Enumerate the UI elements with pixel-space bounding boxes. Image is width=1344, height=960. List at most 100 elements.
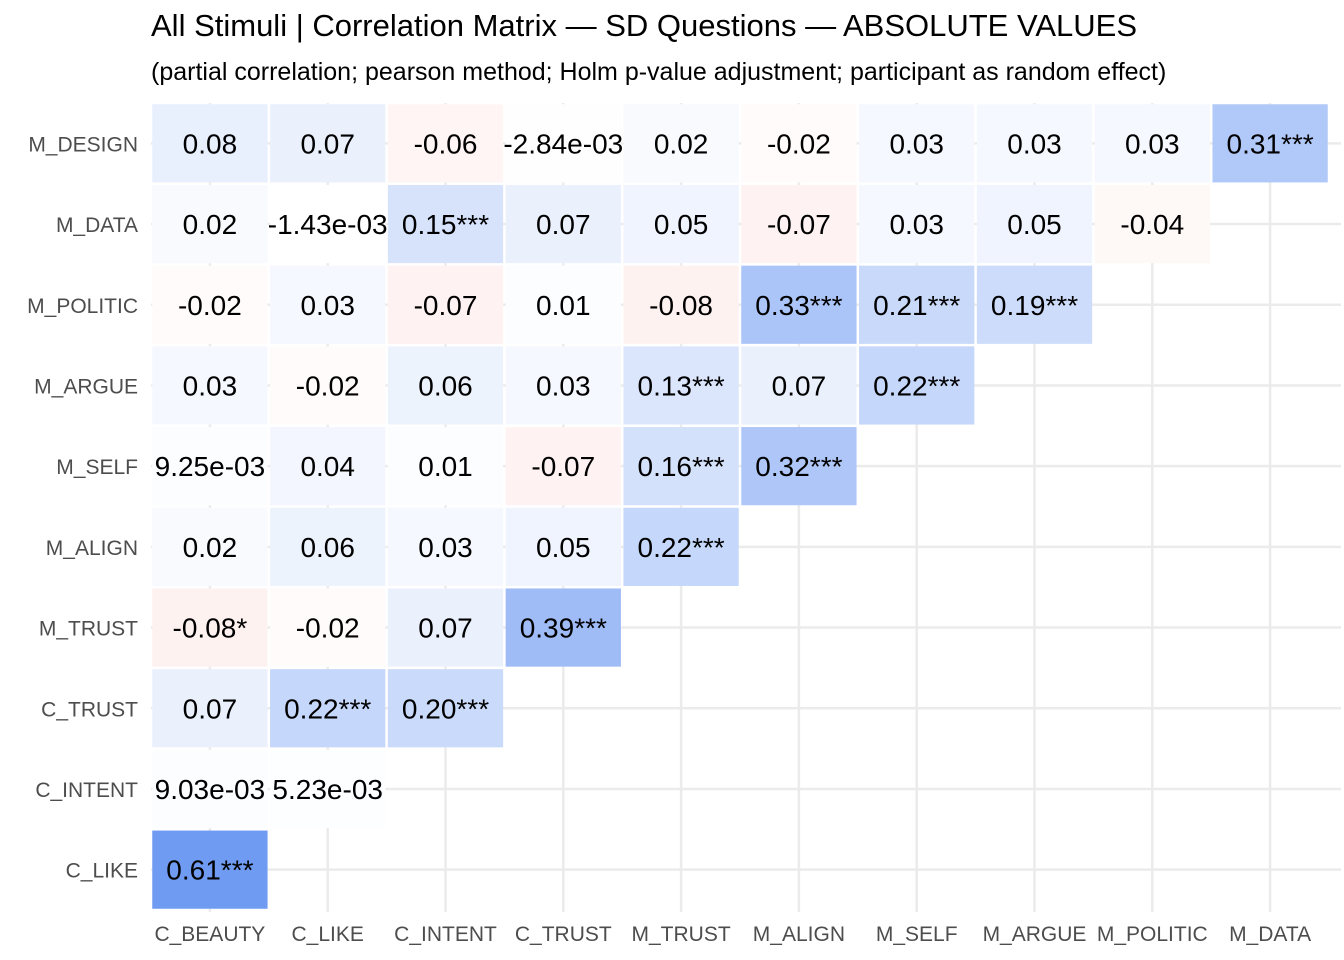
cell-c-intent-c-beauty [152,749,268,829]
cell-m-trust-c-trust [505,588,621,667]
cell-m-politic-c-like [270,265,386,344]
cell-m-politic-m-align [741,265,857,344]
cell-c-trust-c-like [270,669,386,748]
cell-m-design-m-trust [623,104,739,183]
cell-m-data-m-align-label: -0.07 [767,209,831,240]
chart-subtitle: (partial correlation; pearson method; Ho… [151,58,1167,86]
cell-m-politic-m-argue [976,265,1093,344]
y-tick-label-m-trust: M_TRUST [39,618,138,641]
cell-m-data-c-like [270,184,386,264]
cell-m-argue-c-trust-label: 0.03 [536,370,591,401]
cell-m-politic-c-intent [387,265,504,344]
cell-c-trust-c-intent [387,669,504,748]
cell-m-data-c-like-label: -1.43e-03 [268,209,388,240]
cell-m-align-c-beauty [152,507,268,586]
cell-m-argue-c-like-label: -0.02 [296,370,360,401]
cell-m-design-c-intent [387,104,504,183]
cell-m-data-m-align [741,184,857,264]
cell-m-data-m-trust-label: 0.05 [654,209,709,240]
cell-m-design-c-beauty [152,104,268,183]
cell-m-data-m-politic-label: -0.04 [1120,209,1184,240]
cell-m-argue-m-trust [623,346,739,425]
cell-m-design-m-self-label: 0.03 [889,128,944,159]
cell-m-self-c-beauty [152,427,268,506]
cell-m-argue-c-beauty-label: 0.03 [183,370,238,401]
cell-m-align-c-trust [505,507,621,586]
heatmap-cells: 0.08 0.07 -0.06 -2.84e-03 0.02 -0.02 0.03 0.03 0… [152,104,1328,909]
cell-m-argue-m-trust-label: 0.13*** [638,370,725,401]
cell-c-trust-c-intent-label: 0.20*** [402,693,489,724]
cell-m-self-c-trust-label: -0.07 [531,451,595,482]
x-tick-label-m-data: M_DATA [1229,923,1311,946]
cell-m-self-m-trust-label: 0.16*** [638,451,725,482]
cell-m-self-c-trust [505,427,621,506]
cell-m-data-m-politic [1094,184,1210,264]
chart-title: All Stimuli | Correlation Matrix — SD Qu… [151,8,1138,43]
cell-m-self-c-like-label: 0.04 [300,451,355,482]
x-tick-label-c-like: C_LIKE [292,923,364,946]
cell-m-politic-m-trust-label: -0.08 [649,290,713,321]
cell-m-argue-m-align-label: 0.07 [772,370,827,401]
cell-m-politic-c-trust-label: 0.01 [536,290,591,321]
cell-m-politic-m-self-label: 0.21*** [873,290,960,321]
y-tick-label-m-politic: M_POLITIC [27,295,138,318]
cell-m-align-c-intent [387,507,504,586]
y-tick-label-m-align: M_ALIGN [46,537,138,560]
cell-c-like-c-beauty [152,830,268,909]
cell-c-trust-c-beauty [152,669,268,748]
cell-m-trust-c-intent [387,588,504,667]
cell-m-trust-c-intent-label: 0.07 [418,613,473,644]
cell-m-design-c-like [270,104,386,183]
cell-m-design-c-beauty-label: 0.08 [183,128,238,159]
y-tick-label-c-intent: C_INTENT [35,779,138,802]
y-tick-label-m-self: M_SELF [56,456,138,479]
cell-m-design-m-data [1212,104,1328,183]
cell-m-politic-m-argue-label: 0.19*** [991,290,1078,321]
cell-c-intent-c-like-label: 5.23e-03 [272,774,383,805]
cell-m-data-c-beauty-label: 0.02 [183,209,238,240]
cell-m-trust-c-like [270,588,386,667]
cell-m-align-c-trust-label: 0.05 [536,532,591,563]
cell-m-data-c-intent-label: 0.15*** [402,209,489,240]
cell-m-politic-c-beauty [152,265,268,344]
cell-m-politic-c-trust [505,265,621,344]
cell-m-design-m-argue [976,104,1093,183]
cell-m-align-c-like [270,507,386,586]
cell-m-self-c-like [270,427,386,506]
cell-m-design-m-politic [1094,104,1210,183]
cell-m-argue-c-like [270,346,386,425]
y-tick-label-m-data: M_DATA [56,214,138,237]
cell-m-trust-c-beauty-label: -0.08* [173,613,248,644]
cell-m-design-m-align [741,104,857,183]
cell-m-argue-c-beauty [152,346,268,425]
cell-m-align-m-trust-label: 0.22*** [638,532,725,563]
cell-m-align-c-like-label: 0.06 [300,532,355,563]
x-tick-label-c-beauty: C_BEAUTY [154,923,265,946]
cell-m-data-c-trust-label: 0.07 [536,209,591,240]
cell-m-self-m-align [741,427,857,506]
cell-m-design-c-like-label: 0.07 [300,128,355,159]
cell-m-design-m-data-label: 0.31*** [1227,128,1314,159]
y-tick-label-m-design: M_DESIGN [28,133,138,156]
cell-m-self-m-align-label: 0.32*** [755,451,842,482]
cell-m-argue-m-self-label: 0.22*** [873,370,960,401]
cell-m-design-m-align-label: -0.02 [767,128,831,159]
cell-m-politic-m-trust [623,265,739,344]
cell-m-data-c-intent [387,184,504,264]
cell-c-trust-c-like-label: 0.22*** [284,693,371,724]
cell-c-trust-c-beauty-label: 0.07 [183,693,238,724]
cell-m-data-c-beauty [152,184,268,264]
y-axis-labels: M_DESIGN M_DATA M_POLITIC M_ARGUE M_SELF M_AL… [27,133,138,882]
cell-m-politic-c-intent-label: -0.07 [414,290,478,321]
cell-m-data-m-trust [623,184,739,264]
cell-m-argue-m-self [859,346,975,425]
cell-m-design-c-trust-label: -2.84e-03 [503,128,623,159]
cell-m-align-c-beauty-label: 0.02 [183,532,238,563]
x-tick-label-m-argue: M_ARGUE [983,923,1087,946]
cell-m-self-c-beauty-label: 9.25e-03 [155,451,266,482]
y-tick-label-c-like: C_LIKE [66,860,138,883]
cell-m-data-c-trust [505,184,621,264]
x-tick-label-m-politic: M_POLITIC [1097,923,1208,946]
y-tick-label-m-argue: M_ARGUE [34,375,138,398]
